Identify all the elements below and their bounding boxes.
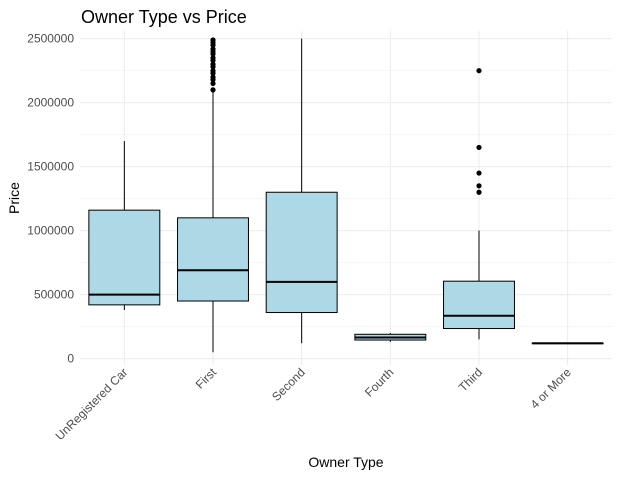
box-third [443, 68, 515, 340]
y-tick-label: 1000000 [27, 224, 74, 238]
y-tick-label: 1500000 [27, 160, 74, 174]
y-tick-label: 2000000 [27, 96, 74, 110]
y-tick-labels: 0 500000 1000000 1500000 2000000 2500000 [27, 32, 74, 366]
outlier-point [476, 189, 482, 195]
box-body [177, 217, 249, 302]
grid [80, 31, 612, 365]
box-body [443, 280, 515, 330]
y-tick-label: 500000 [34, 288, 74, 302]
outlier-point [210, 55, 216, 61]
outlier-point [210, 80, 216, 87]
outlier-point [210, 87, 216, 93]
box-fourth [354, 333, 427, 342]
box-body [88, 209, 161, 306]
chart-title: Owner Type vs Price [81, 7, 247, 27]
outlier-point [476, 170, 482, 176]
outlier-point [210, 74, 216, 80]
box-second [265, 38, 338, 344]
box-first [177, 37, 249, 353]
y-tick-label: 0 [67, 352, 74, 366]
y-tick-label: 2500000 [27, 32, 74, 46]
outlier-point [476, 144, 482, 151]
box-4-or-more [531, 342, 604, 345]
outlier-point [210, 61, 216, 67]
outlier-point [476, 68, 482, 74]
x-axis-title: Owner Type [308, 454, 383, 470]
outlier-point [210, 46, 216, 52]
boxes [88, 37, 604, 353]
outlier-point [476, 183, 482, 189]
outlier-point [210, 37, 216, 43]
box-body [265, 191, 338, 314]
box-unregistered-car [88, 141, 161, 310]
y-axis-title: Price [6, 182, 22, 214]
outlier-point [210, 68, 216, 74]
